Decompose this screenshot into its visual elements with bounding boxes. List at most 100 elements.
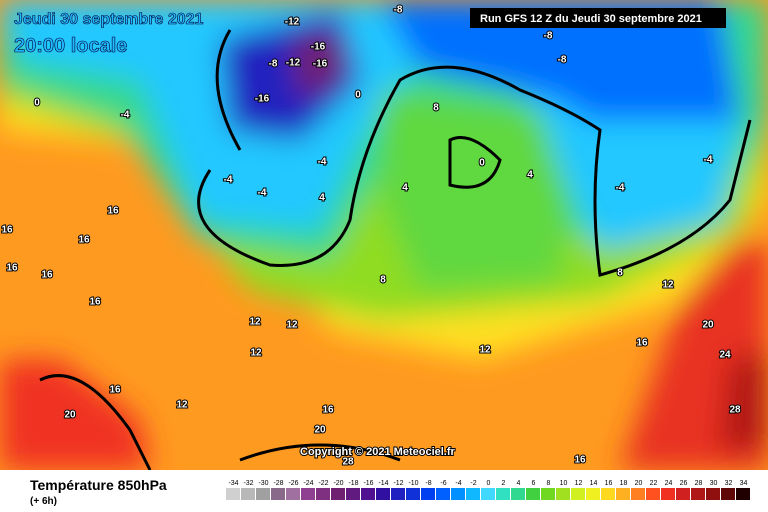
- scale-label: -28: [273, 480, 283, 487]
- contour-label: -4: [704, 155, 713, 166]
- contour-label: 16: [636, 338, 648, 349]
- scale-label: 16: [605, 480, 613, 487]
- scale-label: 24: [665, 480, 673, 487]
- contour-label: 12: [662, 280, 674, 291]
- scale-label: 2: [502, 480, 506, 487]
- scale-swatch: [316, 488, 330, 500]
- contour-label: 12: [479, 345, 491, 356]
- run: Run GFS 12 Z du Jeudi 30 septembre 2021: [480, 13, 702, 25]
- scale-label: -10: [408, 480, 418, 487]
- contour-label: -4: [318, 157, 327, 168]
- footer-offset: (+ 6h): [30, 496, 57, 507]
- isotherm: [39, 374, 401, 470]
- contour-label: 16: [41, 270, 53, 281]
- scale-swatch: [646, 488, 660, 500]
- scale-label: -8: [425, 480, 431, 487]
- scale-label: 34: [740, 480, 748, 487]
- scale-label: -2: [470, 480, 476, 487]
- contour-label: 20: [702, 320, 714, 331]
- scale-swatch: [586, 488, 600, 500]
- contour-label: 16: [107, 206, 119, 217]
- contour-label: -12: [286, 58, 301, 69]
- scale-swatch: [676, 488, 690, 500]
- scale-swatch: [556, 488, 570, 500]
- contour-label: 8: [433, 103, 439, 114]
- contour-label: 24: [719, 350, 731, 361]
- scale-swatch: [406, 488, 420, 500]
- scale-label: 4: [517, 480, 521, 487]
- run-box: [470, 8, 726, 28]
- scale-label: 30: [710, 480, 718, 487]
- scale-label: -22: [318, 480, 328, 487]
- scale-swatch: [361, 488, 375, 500]
- contour-label: 16: [109, 385, 121, 396]
- scale-swatch: [706, 488, 720, 500]
- contour-label: 12: [249, 317, 261, 328]
- contour-label: 8: [380, 275, 386, 286]
- scale-swatch: [616, 488, 630, 500]
- scale-label: -12: [393, 480, 403, 487]
- temperature-field: [0, 0, 768, 470]
- scale-swatch: [496, 488, 510, 500]
- scale-swatch: [286, 488, 300, 500]
- scale-swatch: [421, 488, 435, 500]
- contour-label: 0: [355, 90, 361, 101]
- contour-label: 28: [342, 457, 354, 468]
- scale-label: -24: [303, 480, 313, 487]
- contour-label: 16: [1, 225, 13, 236]
- scale-label: 26: [680, 480, 688, 487]
- scale-swatch: [301, 488, 315, 500]
- copyright: Copyright © 2021 Meteociel.fr: [300, 446, 456, 458]
- scale-swatch: [346, 488, 360, 500]
- scale-label: -6: [440, 480, 446, 487]
- contour-label: -4: [121, 110, 130, 121]
- contour-label: 12: [250, 348, 262, 359]
- scale-swatch: [466, 488, 480, 500]
- contour-label: 20: [314, 425, 326, 436]
- contour-label: 0: [34, 98, 40, 109]
- contour-label: 4: [319, 193, 325, 204]
- contour-label: -4: [616, 183, 625, 194]
- scale-swatch: [256, 488, 270, 500]
- scale-label: -20: [333, 480, 343, 487]
- scale-swatch: [691, 488, 705, 500]
- contour-label: -8: [269, 59, 278, 70]
- contour-label: 20: [64, 410, 76, 421]
- scale-label: -34: [228, 480, 238, 487]
- scale-swatch: [331, 488, 345, 500]
- date: Jeudi 30 septembre 2021: [14, 11, 204, 28]
- contour-label: 0: [479, 158, 485, 169]
- contour-label: 16: [574, 455, 586, 466]
- scale-label: 0: [487, 480, 491, 487]
- scale-label: 8: [547, 480, 551, 487]
- contour-label: 8: [617, 268, 623, 279]
- scale-swatch: [376, 488, 390, 500]
- contour-label: -4: [224, 175, 233, 186]
- contour-label: -12: [285, 17, 300, 28]
- contour-label: 28: [729, 405, 741, 416]
- scale-swatch: [241, 488, 255, 500]
- contour-label: 16: [6, 263, 18, 274]
- contour-label: 12: [176, 400, 188, 411]
- scale-swatch: [631, 488, 645, 500]
- scale-label: 20: [635, 480, 643, 487]
- scale-swatch: [271, 488, 285, 500]
- contour-label: -16: [313, 59, 328, 70]
- contour-label: -8: [544, 31, 553, 42]
- scale-swatch: [436, 488, 450, 500]
- contour-label: 12: [286, 320, 298, 331]
- scale-label: -30: [258, 480, 268, 487]
- scale-label: -16: [363, 480, 373, 487]
- contour-label: -8: [558, 55, 567, 66]
- scale-swatch: [481, 488, 495, 500]
- time: 20:00 locale: [14, 35, 127, 57]
- scale-label: 10: [560, 480, 568, 487]
- scale-label: -26: [288, 480, 298, 487]
- scale-swatch: [526, 488, 540, 500]
- scale-swatch: [541, 488, 555, 500]
- scale-label: 22: [650, 480, 658, 487]
- scale-label: -18: [348, 480, 358, 487]
- isotherm: [197, 29, 752, 277]
- scale-label: 14: [590, 480, 598, 487]
- contour-label: 4: [527, 170, 533, 181]
